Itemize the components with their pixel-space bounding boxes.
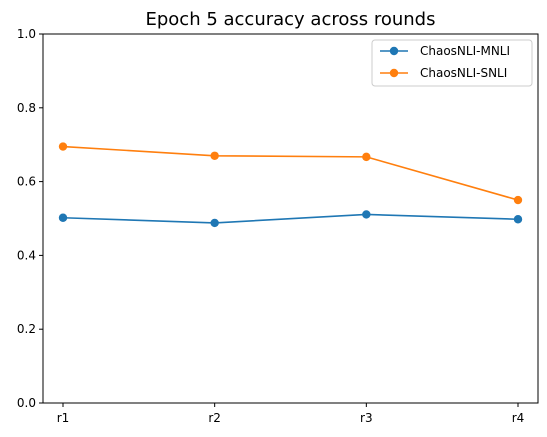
- legend: ChaosNLI-MNLI ChaosNLI-SNLI: [371, 39, 533, 87]
- series-chaosnli-mnli: [58, 210, 523, 228]
- data-point: [513, 195, 523, 205]
- y-tick-label: 0.8: [17, 101, 36, 115]
- legend-swatch-marker: [389, 46, 399, 56]
- y-tick-label: 1.0: [17, 27, 36, 41]
- plot-frame: [42, 33, 539, 404]
- data-point: [362, 210, 371, 219]
- y-tick-label: 0.2: [17, 322, 36, 336]
- y-tick-label: 0.0: [17, 396, 36, 410]
- series-chaosnli-snli: [58, 142, 523, 205]
- data-point: [58, 213, 68, 222]
- legend-label: ChaosNLI-SNLI: [420, 66, 507, 80]
- data-point: [513, 215, 523, 224]
- series-line: [62, 145, 519, 201]
- legend-label: ChaosNLI-MNLI: [420, 44, 510, 58]
- data-point: [362, 152, 371, 162]
- x-tick-label: r4: [512, 411, 525, 425]
- legend-swatch-marker: [389, 68, 399, 78]
- chart-title: Epoch 5 accuracy across rounds: [145, 9, 435, 30]
- legend-box: [371, 39, 533, 87]
- axes: 0.0 0.2 0.4 0.6 0.8 1.0 r1 r2 r3 r4: [17, 27, 539, 425]
- y-tick-label: 0.4: [17, 248, 36, 262]
- x-tick-label: r3: [360, 411, 373, 425]
- data-point: [210, 151, 219, 160]
- data-point: [210, 218, 219, 228]
- series-layer: [58, 142, 523, 228]
- x-tick-label: r2: [208, 411, 221, 425]
- data-point: [58, 142, 68, 151]
- series-line: [62, 213, 519, 224]
- y-tick-label: 0.6: [17, 175, 36, 189]
- x-tick-label: r1: [57, 411, 70, 425]
